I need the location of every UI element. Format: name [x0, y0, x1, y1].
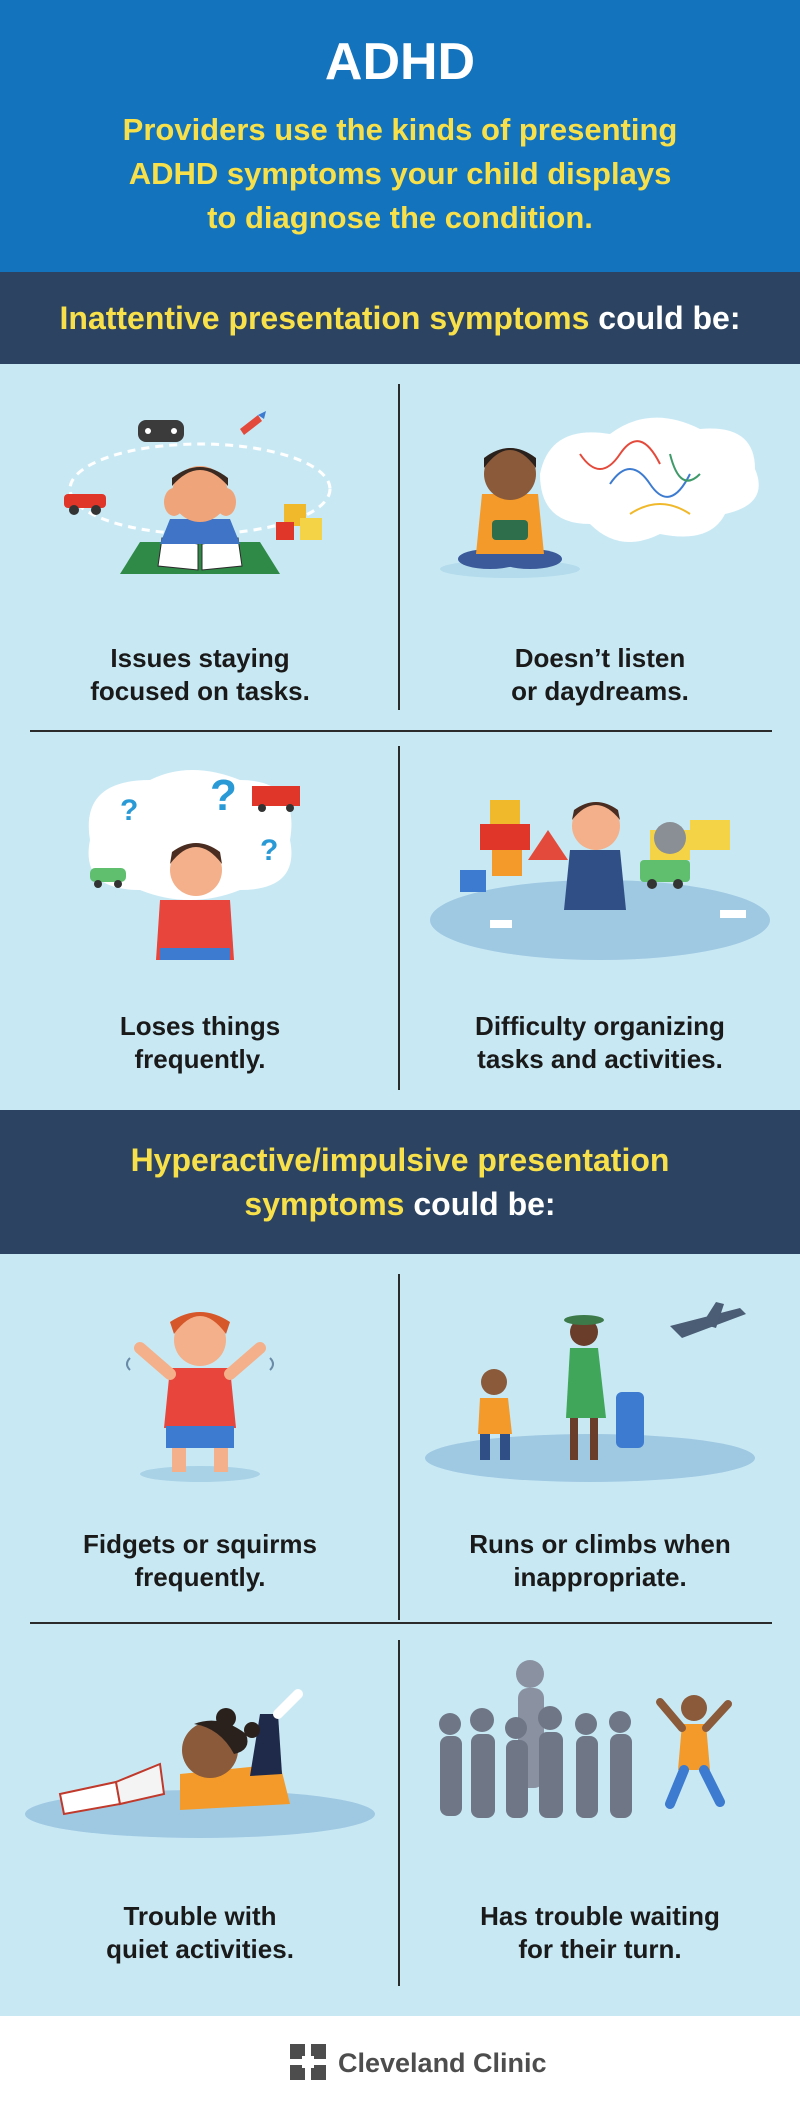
caption-line-2: for their turn.	[518, 1934, 682, 1964]
subtitle-line-2: ADHD symptoms your child displays	[128, 156, 672, 191]
symptom-caption: Runs or climbs when inappropriate.	[420, 1528, 780, 1594]
symptom-card: Difficulty organizing tasks and activiti…	[420, 760, 780, 1090]
caption-line-2: or daydreams.	[511, 676, 689, 706]
inattentive-heading-rest: could be:	[598, 300, 741, 336]
messy-toys-child-icon	[430, 800, 770, 960]
svg-text:?: ?	[210, 771, 237, 820]
divider-vertical	[398, 1640, 400, 1986]
svg-text:?: ?	[260, 834, 278, 867]
hyperactive-panel: Fidgets or squirms frequently. Runs or c…	[0, 1254, 800, 2016]
caption-line-2: frequently.	[134, 1044, 266, 1074]
fidgeting-child-icon	[126, 1312, 274, 1482]
caption-line-2: quiet activities.	[106, 1934, 294, 1964]
inattentive-panel: Issues staying focused on tasks. Doesn’t…	[0, 364, 800, 1110]
symptom-card: ? ? ? Loses things frequently.	[20, 760, 380, 1090]
svg-text:?: ?	[120, 794, 138, 827]
symptom-card: Runs or climbs when inappropriate.	[420, 1288, 780, 1608]
caption-line-1: Runs or climbs when	[469, 1529, 731, 1559]
caption-line-2: frequently.	[134, 1562, 266, 1592]
subtitle-line-3: to diagnose the condition.	[207, 200, 593, 235]
symptom-card: Doesn’t listen or daydreams.	[420, 394, 780, 706]
caption-line-1: Fidgets or squirms	[82, 1529, 318, 1559]
cleveland-clinic-logo-icon	[290, 2044, 326, 2080]
page-subtitle: Providers use the kinds of presenting AD…	[60, 108, 740, 240]
symptom-caption: Issues staying focused on tasks.	[20, 642, 380, 708]
restless-reader-icon	[25, 1689, 375, 1838]
caption-line-2: focused on tasks.	[90, 676, 310, 706]
child-skipping-line-icon	[439, 1660, 732, 1818]
caption-line-1: Loses things	[119, 1011, 281, 1041]
logo-text: Cleveland Clinic	[338, 2048, 547, 2078]
distracted-child-reading-icon	[64, 411, 332, 574]
caption-line-1: Doesn’t listen	[514, 643, 686, 673]
hyperactive-heading-line-2: symptoms could be:	[0, 1182, 800, 1226]
footer: Cleveland Clinic	[0, 2016, 800, 2110]
caption-line-1: Trouble with	[123, 1901, 277, 1931]
running-child-airport-icon	[425, 1302, 755, 1482]
daydreaming-child-icon	[440, 417, 759, 578]
divider-horizontal	[30, 1622, 772, 1624]
cleveland-clinic-logo[interactable]: Cleveland Clinic	[290, 2044, 547, 2082]
hyperactive-heading: Hyperactive/impulsive presentation sympt…	[0, 1110, 800, 1254]
caption-line-2: tasks and activities.	[477, 1044, 723, 1074]
symptom-caption: Has trouble waiting for their turn.	[420, 1900, 780, 1966]
symptom-caption: Difficulty organizing tasks and activiti…	[420, 1010, 780, 1076]
divider-horizontal	[30, 730, 772, 732]
caption-line-1: Issues staying	[110, 643, 290, 673]
divider-vertical	[398, 384, 400, 710]
confused-child-icon: ? ? ?	[88, 770, 300, 960]
symptom-card: Issues staying focused on tasks.	[20, 394, 380, 706]
hyperactive-heading-line-1: Hyperactive/impulsive presentation	[130, 1142, 670, 1178]
caption-line-1: Difficulty organizing	[475, 1011, 725, 1041]
symptom-caption: Loses things frequently.	[20, 1010, 380, 1076]
symptom-card: Trouble with quiet activities.	[20, 1654, 380, 1984]
symptom-caption: Trouble with quiet activities.	[20, 1900, 380, 1966]
header: ADHD Providers use the kinds of presenti…	[0, 0, 800, 272]
inattentive-heading-highlight: Inattentive presentation symptoms	[59, 300, 590, 336]
hyperactive-heading-highlight: symptoms	[244, 1186, 405, 1222]
divider-vertical	[398, 746, 400, 1090]
symptom-card: Fidgets or squirms frequently.	[20, 1288, 380, 1608]
divider-vertical	[398, 1274, 400, 1620]
symptom-caption: Fidgets or squirms frequently.	[20, 1528, 380, 1594]
hyperactive-heading-rest: could be:	[413, 1186, 556, 1222]
subtitle-line-1: Providers use the kinds of presenting	[122, 112, 678, 147]
symptom-caption: Doesn’t listen or daydreams.	[420, 642, 780, 708]
page-title: ADHD	[324, 33, 476, 91]
caption-line-1: Has trouble waiting	[480, 1901, 720, 1931]
caption-line-2: inappropriate.	[513, 1562, 687, 1592]
symptom-card: Has trouble waiting for their turn.	[420, 1654, 780, 1984]
inattentive-heading: Inattentive presentation symptoms could …	[0, 272, 800, 364]
